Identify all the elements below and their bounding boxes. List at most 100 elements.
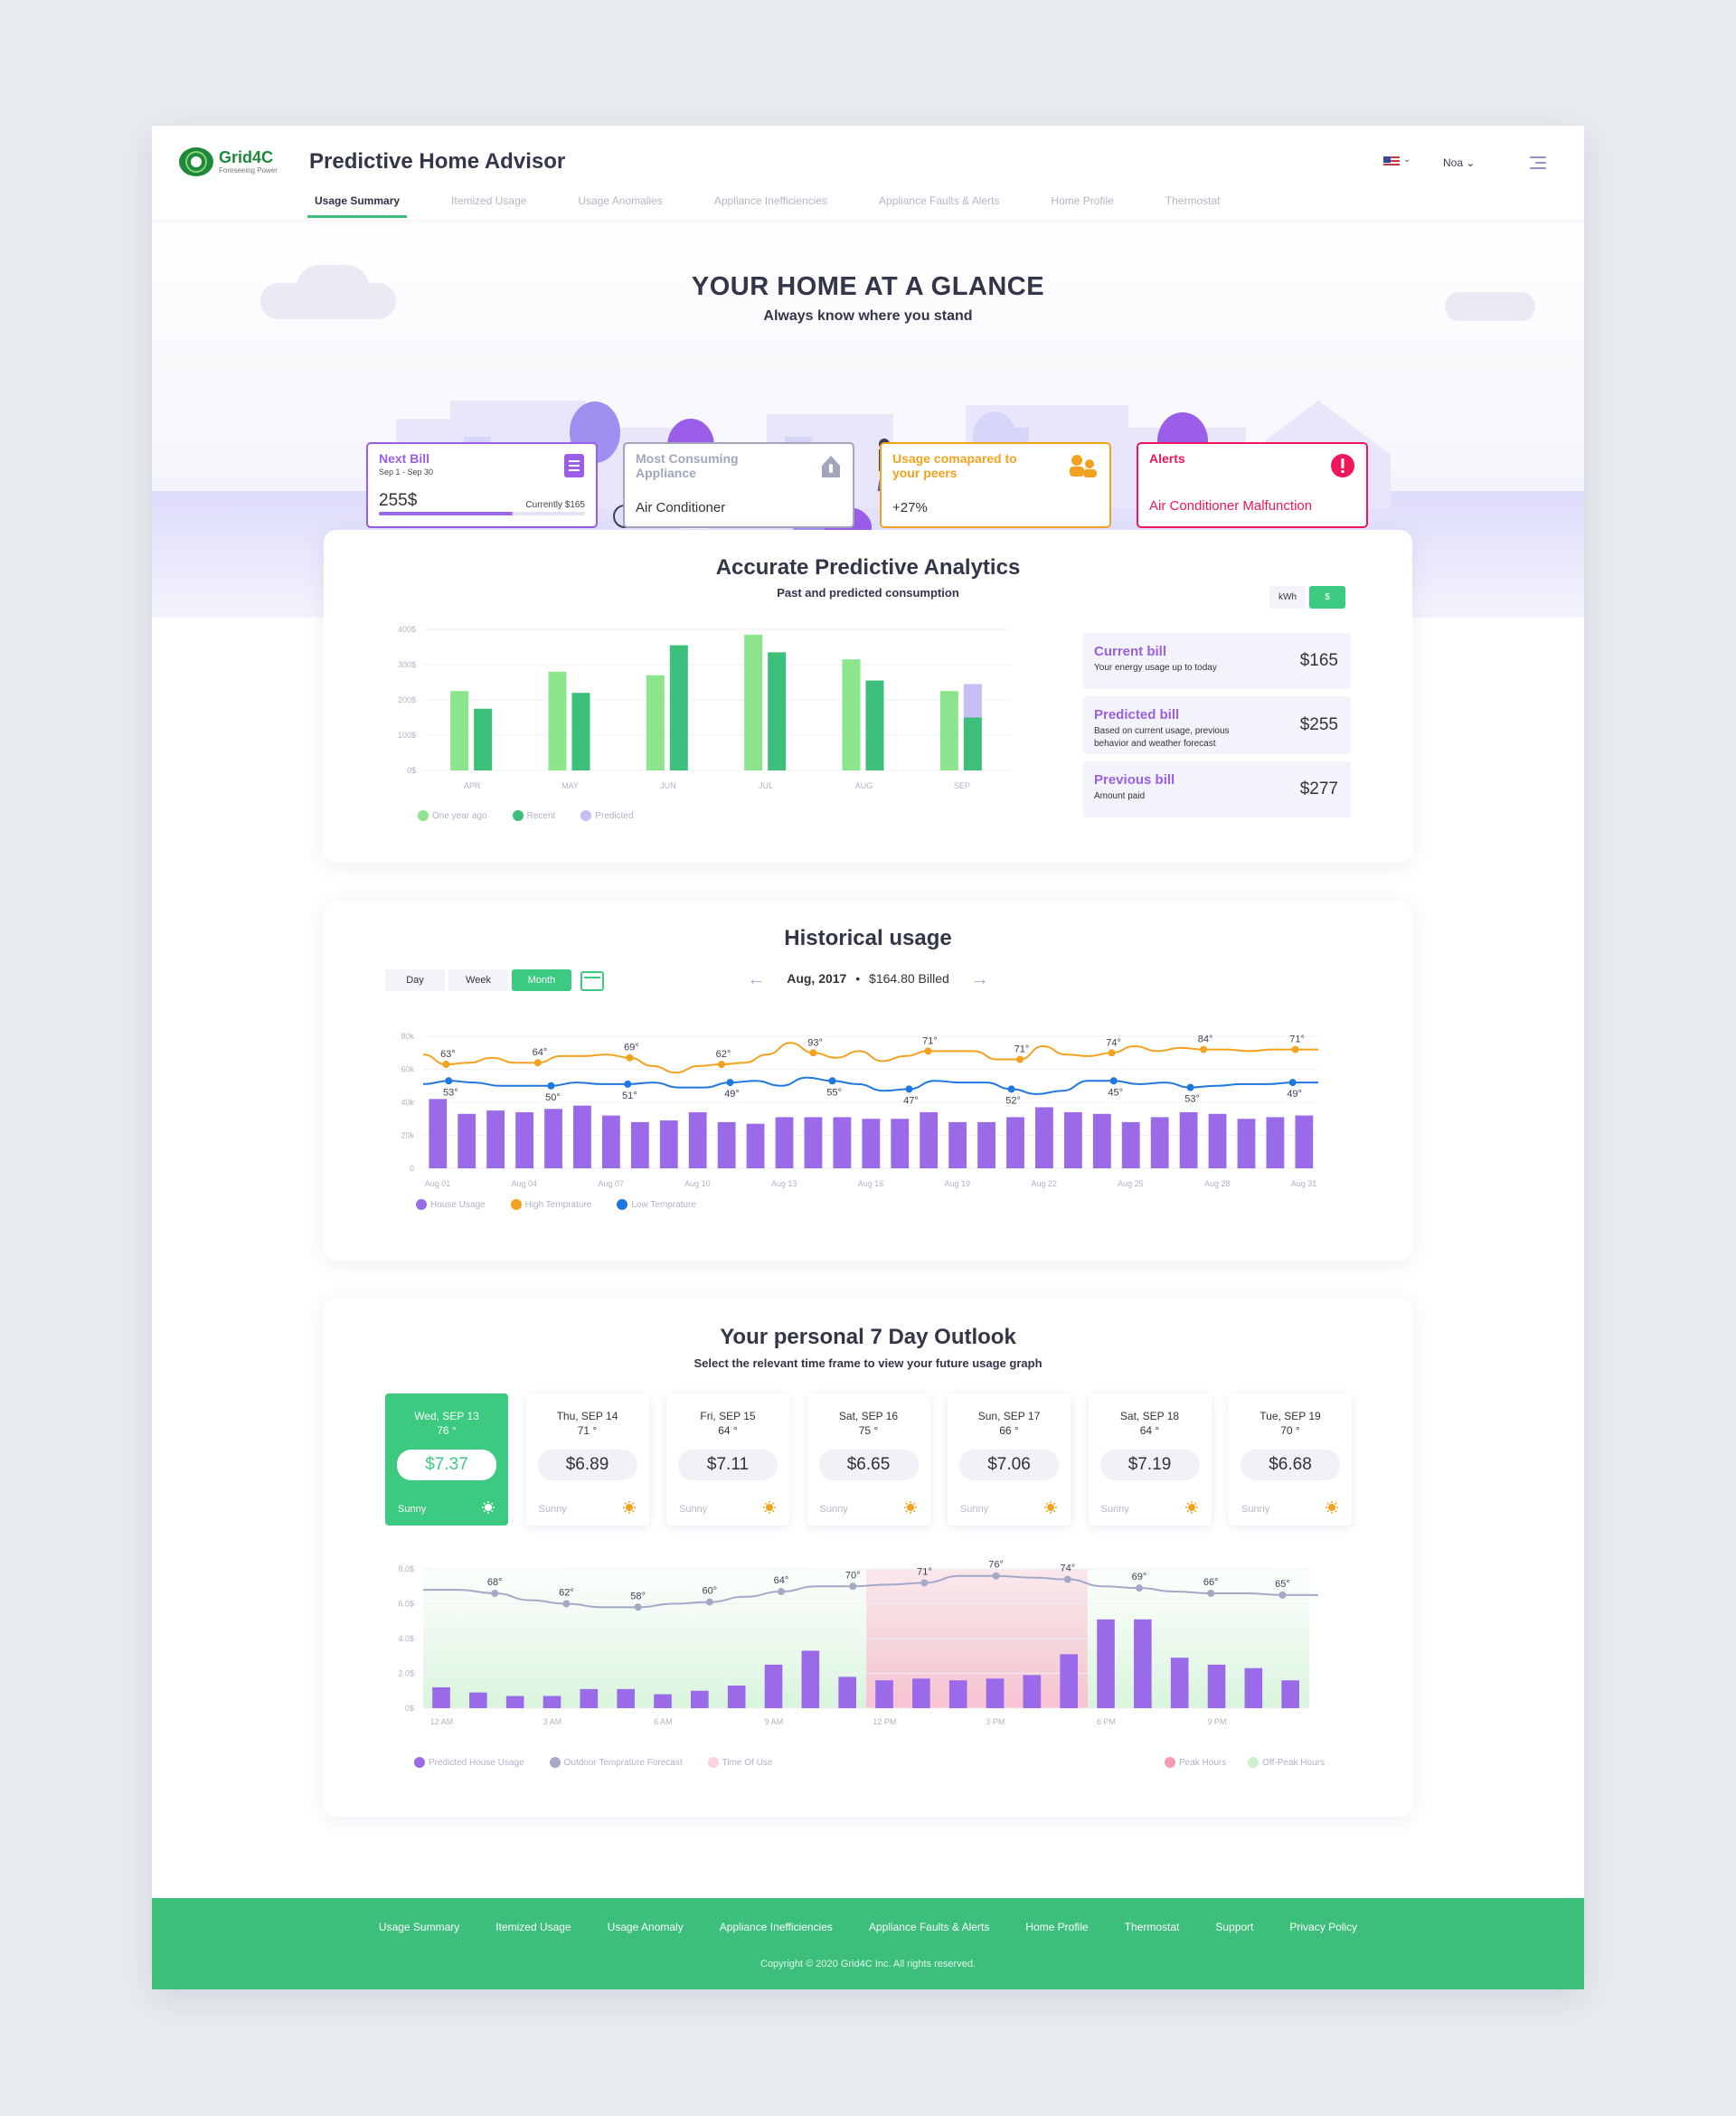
- most-consuming-card[interactable]: Most Consuming Appliance Air Conditioner: [623, 442, 854, 528]
- x-tick-label: JUL: [759, 781, 773, 790]
- usage-bar: [1244, 1667, 1263, 1708]
- usage-bar: [429, 1099, 448, 1168]
- toggle-kwh[interactable]: kWh: [1269, 586, 1306, 609]
- day-card[interactable]: Thu, SEP 14 71 ° $6.89 Sunny: [525, 1393, 649, 1526]
- predicted-bill-card[interactable]: Predicted bill Based on current usage, p…: [1083, 696, 1351, 754]
- temperature-point: [562, 1600, 571, 1608]
- temperature-label: 58°: [630, 1591, 646, 1601]
- footer-link-thermostat[interactable]: Thermostat: [1124, 1921, 1180, 1933]
- arrow-left-icon[interactable]: ←: [747, 969, 766, 989]
- previous-bill-card[interactable]: Previous bill Amount paid $277: [1083, 761, 1351, 817]
- logo-name: Grid4C: [219, 148, 274, 166]
- toggle-dollar[interactable]: $: [1309, 586, 1345, 609]
- day-temp: 75 °: [858, 1424, 879, 1437]
- x-tick-label: AUG: [855, 781, 873, 790]
- current-bill-card[interactable]: Current bill Your energy usage up to tod…: [1083, 633, 1351, 689]
- legend-time-of-use[interactable]: Time Of Use: [707, 1757, 772, 1768]
- tab-appliance-inefficiencies[interactable]: Appliance Inefficiencies: [713, 194, 828, 207]
- us-flag-icon[interactable]: [1383, 156, 1400, 167]
- legend-predicted[interactable]: Predicted: [580, 810, 634, 821]
- alert-icon: [1331, 454, 1354, 477]
- next-bill-card[interactable]: Next Bill Sep 1 - Sep 30 255$ Currently …: [366, 442, 598, 528]
- high-temp-label: 74°: [1106, 1037, 1121, 1048]
- day-card[interactable]: Tue, SEP 19 70 ° $6.68 Sunny: [1229, 1393, 1352, 1526]
- usage-bar: [469, 1692, 487, 1708]
- period-day[interactable]: Day: [385, 969, 445, 991]
- usage-bar: [1134, 1619, 1152, 1708]
- arrow-right-icon[interactable]: →: [970, 969, 989, 989]
- tab-usage-summary[interactable]: Usage Summary: [307, 194, 408, 218]
- footer-link-itemized-usage[interactable]: Itemized Usage: [495, 1921, 571, 1933]
- footer-link-usage-summary[interactable]: Usage Summary: [378, 1921, 460, 1933]
- footer-link-usage-anomaly[interactable]: Usage Anomaly: [607, 1921, 684, 1933]
- temperature-label: 66°: [1203, 1577, 1219, 1588]
- usage-bar: [838, 1677, 856, 1708]
- logo[interactable]: Grid4C Foreseeing Power: [179, 147, 278, 176]
- usage-bar: [1060, 1654, 1078, 1708]
- legend-predicted-usage[interactable]: Predicted House Usage: [414, 1757, 524, 1768]
- legend-house-usage[interactable]: House Usage: [416, 1199, 486, 1210]
- footer-link-appliance-inefficiencies[interactable]: Appliance Inefficiencies: [719, 1921, 833, 1933]
- legend-high-temp[interactable]: High Temprature: [510, 1199, 591, 1210]
- usage-bar: [602, 1115, 620, 1168]
- footer-link-privacy-policy[interactable]: Privacy Policy: [1289, 1921, 1358, 1933]
- day-card[interactable]: Sat, SEP 16 75 ° $6.65 Sunny: [807, 1393, 930, 1526]
- temperature-label: 65°: [1275, 1579, 1290, 1590]
- legend-off-peak-hours[interactable]: Off-Peak Hours: [1248, 1757, 1325, 1768]
- tab-home-profile[interactable]: Home Profile: [1051, 194, 1114, 207]
- day-card[interactable]: Wed, SEP 13 76 ° $7.37 Sunny: [385, 1393, 508, 1526]
- hamburger-menu-icon[interactable]: [1530, 156, 1546, 169]
- chevron-down-icon[interactable]: ⌄: [1403, 155, 1411, 165]
- next-bill-amount: 255$: [379, 491, 418, 510]
- day-cost: $6.89: [537, 1450, 637, 1480]
- low-temp-label: 53°: [1184, 1094, 1200, 1105]
- user-menu[interactable]: Noa ⌄: [1443, 156, 1476, 169]
- period-month[interactable]: Month: [512, 969, 571, 991]
- usage-bar: [875, 1680, 893, 1708]
- footer-link-appliance-faults[interactable]: Appliance Faults & Alerts: [868, 1921, 990, 1933]
- temperature-label: 68°: [487, 1577, 503, 1588]
- day-condition: Sunny: [819, 1504, 848, 1515]
- previous-bill-desc: Amount paid: [1094, 791, 1146, 801]
- high-temp-label: 71°: [1014, 1044, 1030, 1055]
- legend-outdoor-temp[interactable]: Outdoor Temprature Forecast: [549, 1757, 683, 1768]
- day-date: Tue, SEP 19: [1260, 1410, 1321, 1422]
- bar-recent: [571, 693, 590, 770]
- bar-recent: [865, 680, 884, 770]
- tab-appliance-faults[interactable]: Appliance Faults & Alerts: [879, 194, 1000, 207]
- tab-thermostat[interactable]: Thermostat: [1165, 194, 1221, 207]
- day-temp: 64 °: [1139, 1424, 1160, 1437]
- high-temp-point: [442, 1061, 450, 1069]
- bar-one-year-ago: [548, 671, 567, 770]
- footer-link-home-profile[interactable]: Home Profile: [1025, 1921, 1089, 1933]
- day-cost: $7.37: [397, 1450, 496, 1480]
- low-temp-label: 47°: [903, 1095, 919, 1106]
- y-tick-label: 0: [410, 1164, 414, 1173]
- usage-bar: [1097, 1619, 1115, 1708]
- legend-low-temp[interactable]: Low Temprature: [617, 1199, 696, 1210]
- legend-one-year-ago[interactable]: One year ago: [418, 810, 487, 821]
- day-temp: 71 °: [577, 1424, 598, 1437]
- tab-usage-anomalies[interactable]: Usage Anomalies: [578, 194, 663, 207]
- footer-links: Usage Summary Itemized Usage Usage Anoma…: [152, 1921, 1584, 1933]
- alerts-card[interactable]: Alerts Air Conditioner Malfunction: [1137, 442, 1368, 528]
- legend-peak-hours[interactable]: Peak Hours: [1165, 1757, 1226, 1768]
- outlook-legend: Predicted House Usage Outdoor Temprature…: [414, 1757, 797, 1768]
- footer-link-support[interactable]: Support: [1215, 1921, 1254, 1933]
- usage-bar: [1281, 1680, 1299, 1708]
- previous-bill-label: Previous bill: [1094, 772, 1175, 788]
- day-card[interactable]: Sun, SEP 17 66 ° $7.06 Sunny: [948, 1393, 1071, 1526]
- top-header: Grid4C Foreseeing Power Predictive Home …: [152, 126, 1584, 220]
- peers-comparison-card[interactable]: Usage comapared to your peers +27%: [880, 442, 1111, 528]
- tab-itemized-usage[interactable]: Itemized Usage: [451, 194, 527, 207]
- y-tick-label: 400$: [398, 625, 416, 634]
- low-temp-line: [422, 1076, 1318, 1095]
- day-card[interactable]: Sat, SEP 18 64 ° $7.19 Sunny: [1088, 1393, 1212, 1526]
- next-bill-current: Currently $165: [525, 500, 585, 510]
- day-card[interactable]: Fri, SEP 15 64 ° $7.11 Sunny: [666, 1393, 789, 1526]
- usage-bar: [1035, 1107, 1053, 1168]
- calendar-icon[interactable]: [580, 971, 604, 991]
- period-week[interactable]: Week: [448, 969, 508, 991]
- legend-recent[interactable]: Recent: [512, 810, 555, 821]
- usage-bar: [1170, 1658, 1189, 1708]
